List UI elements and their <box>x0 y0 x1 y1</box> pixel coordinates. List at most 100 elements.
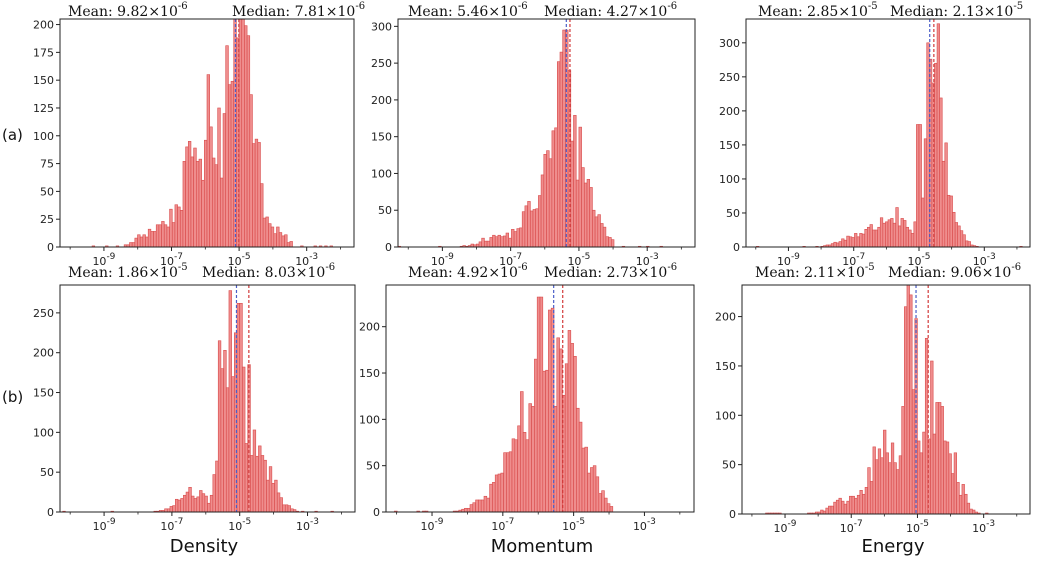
histogram-bar <box>239 303 243 513</box>
histogram-bar <box>287 505 291 513</box>
y-tick-label: 100 <box>359 413 380 426</box>
histogram-bar <box>917 440 921 515</box>
histogram-bar <box>169 506 173 513</box>
histogram-bar <box>595 476 600 513</box>
histogram-bar <box>908 229 912 248</box>
histogram-bar <box>856 236 860 248</box>
histogram-bar <box>284 504 289 513</box>
histogram-bar <box>494 236 499 248</box>
histogram-bar <box>249 94 253 248</box>
histogram-bar <box>567 330 572 513</box>
histogram-bar <box>206 74 210 248</box>
y-tick-label: 150 <box>715 360 736 373</box>
histogram-bar <box>539 296 544 513</box>
histogram-bar <box>967 241 971 248</box>
histogram-bar <box>906 284 910 515</box>
y-tick-label: 200 <box>33 347 54 360</box>
x-tick-label: 10-3 <box>633 517 656 533</box>
histogram-bar <box>274 479 278 513</box>
histogram-bar <box>948 453 952 515</box>
histogram-bar <box>238 18 243 248</box>
histogram-bar <box>182 161 186 248</box>
column-label-momentum: Momentum <box>491 536 594 557</box>
histogram-bar <box>284 234 288 248</box>
histogram-bar <box>895 207 899 248</box>
histogram-bar <box>244 443 249 513</box>
histogram-bar <box>609 506 614 513</box>
histogram-bar <box>505 232 510 248</box>
y-tick-label: 150 <box>33 387 54 400</box>
histogram-bar <box>201 493 206 513</box>
histogram-bar <box>150 231 154 248</box>
histogram-bar <box>841 238 845 248</box>
histogram-bar <box>209 126 213 248</box>
histogram-bar <box>859 233 863 248</box>
histogram-bar <box>592 465 597 513</box>
mean-label: Mean: 5.46×10-6 <box>408 1 528 20</box>
histogram-bar <box>281 235 285 248</box>
axes-frame <box>59 284 356 513</box>
histogram-bar <box>188 487 192 513</box>
histogram-bar <box>945 441 950 515</box>
y-tick-label: 150 <box>371 131 392 144</box>
histogram-bar <box>929 58 933 248</box>
y-tick-label: 125 <box>33 102 54 115</box>
histogram-bar <box>475 499 479 513</box>
histogram-bar <box>266 479 270 513</box>
x-tick-label: 10-7 <box>840 519 863 535</box>
histogram-bar <box>270 226 275 248</box>
histogram-bar <box>262 217 267 248</box>
histogram-bar <box>900 218 904 248</box>
histogram-bar <box>835 499 840 515</box>
axes-frame <box>397 18 696 248</box>
histogram-bar <box>513 231 518 248</box>
histogram-bar <box>923 138 928 248</box>
histogram-bar <box>217 107 221 248</box>
histogram-bar <box>576 407 580 513</box>
histogram-bar <box>191 495 195 513</box>
histogram-bar <box>573 115 577 248</box>
histogram-bar <box>954 222 959 248</box>
median-label: Median: 7.81×10-6 <box>232 1 365 20</box>
histogram-bar <box>843 503 848 515</box>
histogram-bar <box>820 509 824 515</box>
histogram-bar <box>604 497 608 513</box>
histogram-bar <box>246 35 251 248</box>
histogram-bar <box>521 211 526 248</box>
x-tick-label: 10-9 <box>92 252 115 268</box>
histogram-bar <box>172 505 176 513</box>
y-tick-label: 250 <box>371 57 392 70</box>
y-tick-label: 100 <box>33 130 54 143</box>
histogram-bar <box>153 231 157 248</box>
histogram-bar <box>885 452 889 515</box>
histogram-bar <box>862 493 866 515</box>
column-label-energy: Energy <box>861 536 924 557</box>
x-tick-label: 10-7 <box>491 517 514 533</box>
median-label: Median: 2.73×10-6 <box>544 262 677 281</box>
histogram-bar <box>522 432 527 513</box>
histogram-bar <box>131 242 136 248</box>
histogram-bar <box>492 234 496 248</box>
histogram-bar <box>286 242 291 248</box>
histogram-bar <box>268 466 273 513</box>
histogram-bar <box>217 340 222 513</box>
histogram-bar <box>492 482 496 513</box>
median-label: Median: 4.27×10-6 <box>544 1 677 20</box>
x-tick-label: 10-9 <box>421 517 444 533</box>
histogram-bar <box>934 62 938 248</box>
x-tick-label: 10-9 <box>777 252 800 268</box>
panel-b-momentum: Mean: 4.92×10-6 Median: 2.73×10-6 0 50 100 15… <box>359 262 695 533</box>
histogram-bar <box>183 494 187 513</box>
histogram-bar <box>939 97 943 248</box>
histogram-bar <box>520 391 524 513</box>
histogram-bar <box>575 179 580 248</box>
histogram-bar <box>201 179 205 248</box>
histogram-bar <box>497 473 502 513</box>
histogram-bar <box>209 494 214 513</box>
histogram-bar <box>478 499 482 513</box>
y-tick-label: 150 <box>33 74 54 87</box>
histogram-bar <box>225 387 230 513</box>
histogram-bar <box>551 130 555 248</box>
histogram-bar <box>199 490 203 513</box>
histogram-bar <box>538 195 542 248</box>
